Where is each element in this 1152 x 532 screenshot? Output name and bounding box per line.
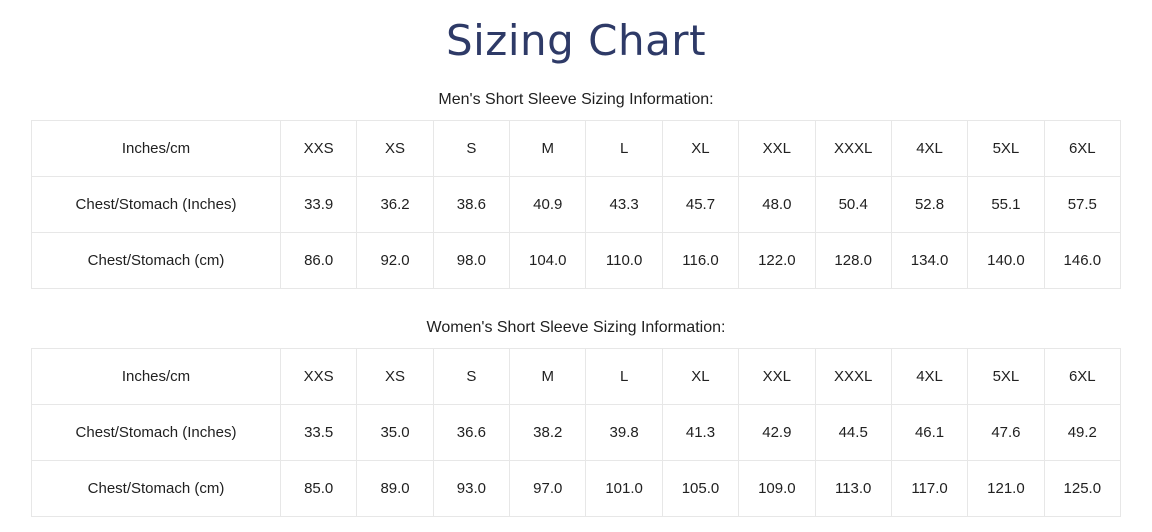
value-cell: 47.6 bbox=[967, 404, 1045, 461]
row-label-cell: Chest/Stomach (cm) bbox=[31, 232, 281, 289]
size-header-cell: 5XL bbox=[967, 120, 1045, 177]
value-cell: 49.2 bbox=[1043, 404, 1122, 461]
value-cell: 93.0 bbox=[432, 460, 511, 517]
units-header-cell: Inches/cm bbox=[31, 120, 281, 177]
value-cell: 116.0 bbox=[661, 232, 740, 289]
size-header-cell: M bbox=[509, 120, 587, 177]
value-cell: 140.0 bbox=[967, 232, 1045, 289]
value-cell: 57.5 bbox=[1043, 176, 1122, 233]
value-cell: 50.4 bbox=[814, 176, 892, 233]
size-header-cell: 4XL bbox=[890, 348, 969, 405]
value-cell: 98.0 bbox=[432, 232, 511, 289]
units-header-cell: Inches/cm bbox=[31, 348, 281, 405]
size-header-cell: XS bbox=[356, 120, 434, 177]
value-cell: 128.0 bbox=[814, 232, 892, 289]
value-cell: 101.0 bbox=[585, 460, 663, 517]
value-cell: 42.9 bbox=[738, 404, 816, 461]
value-cell: 117.0 bbox=[890, 460, 969, 517]
size-header-cell: 5XL bbox=[967, 348, 1045, 405]
womens-section-heading: Women's Short Sleeve Sizing Information: bbox=[426, 319, 726, 336]
value-cell: 41.3 bbox=[661, 404, 740, 461]
header-row: Inches/cm XXS XS S M L XL XXL XXXL 4XL 5XL 6XL bbox=[31, 348, 1122, 405]
value-cell: 48.0 bbox=[738, 176, 816, 233]
value-cell: 121.0 bbox=[967, 460, 1045, 517]
value-cell: 44.5 bbox=[814, 404, 892, 461]
value-cell: 110.0 bbox=[585, 232, 663, 289]
row-label-cell: Chest/Stomach (Inches) bbox=[31, 176, 281, 233]
womens-sizing-table: Inches/cm XXS XS S M L XL XXL XXXL 4XL 5XL 6XL Chest… bbox=[31, 348, 1122, 517]
size-header-cell: XL bbox=[661, 120, 740, 177]
size-header-cell: L bbox=[585, 348, 663, 405]
value-cell: 43.3 bbox=[585, 176, 663, 233]
mens-section-heading: Men's Short Sleeve Sizing Information: bbox=[438, 91, 714, 108]
value-cell: 46.1 bbox=[890, 404, 969, 461]
data-row: Chest/Stomach (Inches) 33.9 36.2 38.6 40.9 43… bbox=[31, 176, 1122, 233]
size-header-cell: XS bbox=[356, 348, 434, 405]
page-title: Sizing Chart bbox=[445, 16, 707, 65]
header-row: Inches/cm XXS XS S M L XL XXL XXXL 4XL 5XL 6XL bbox=[31, 120, 1122, 177]
value-cell: 85.0 bbox=[279, 460, 358, 517]
size-header-cell: XXXL bbox=[814, 348, 892, 405]
value-cell: 122.0 bbox=[738, 232, 816, 289]
size-header-cell: XL bbox=[661, 348, 740, 405]
value-cell: 86.0 bbox=[279, 232, 358, 289]
size-header-cell: XXS bbox=[279, 348, 358, 405]
value-cell: 39.8 bbox=[585, 404, 663, 461]
value-cell: 36.2 bbox=[356, 176, 434, 233]
mens-sizing-table: Inches/cm XXS XS S M L XL XXL XXXL 4XL 5XL 6XL Chest… bbox=[31, 120, 1122, 289]
size-header-cell: L bbox=[585, 120, 663, 177]
value-cell: 45.7 bbox=[661, 176, 740, 233]
value-cell: 134.0 bbox=[890, 232, 969, 289]
value-cell: 38.6 bbox=[432, 176, 511, 233]
size-header-cell: S bbox=[432, 348, 511, 405]
size-header-cell: 4XL bbox=[890, 120, 969, 177]
value-cell: 125.0 bbox=[1043, 460, 1122, 517]
mens-sizing-section: Men's Short Sleeve Sizing Information: I… bbox=[0, 91, 1152, 289]
value-cell: 92.0 bbox=[356, 232, 434, 289]
size-header-cell: XXXL bbox=[814, 120, 892, 177]
value-cell: 38.2 bbox=[509, 404, 587, 461]
value-cell: 105.0 bbox=[661, 460, 740, 517]
size-header-cell: 6XL bbox=[1043, 348, 1122, 405]
value-cell: 113.0 bbox=[814, 460, 892, 517]
value-cell: 97.0 bbox=[509, 460, 587, 517]
size-header-cell: XXS bbox=[279, 120, 358, 177]
size-header-cell: XXL bbox=[738, 348, 816, 405]
womens-sizing-section: Women's Short Sleeve Sizing Information:… bbox=[0, 319, 1152, 517]
row-label-cell: Chest/Stomach (Inches) bbox=[31, 404, 281, 461]
value-cell: 35.0 bbox=[356, 404, 434, 461]
value-cell: 33.5 bbox=[279, 404, 358, 461]
value-cell: 146.0 bbox=[1043, 232, 1122, 289]
data-row: Chest/Stomach (cm) 86.0 92.0 98.0 104.0 110.0… bbox=[31, 232, 1122, 289]
value-cell: 33.9 bbox=[279, 176, 358, 233]
value-cell: 40.9 bbox=[509, 176, 587, 233]
value-cell: 104.0 bbox=[509, 232, 587, 289]
value-cell: 109.0 bbox=[738, 460, 816, 517]
sizing-chart-page: Sizing Chart Men's Short Sleeve Sizing I… bbox=[0, 16, 1152, 517]
row-label-cell: Chest/Stomach (cm) bbox=[31, 460, 281, 517]
size-header-cell: 6XL bbox=[1043, 120, 1122, 177]
data-row: Chest/Stomach (cm) 85.0 89.0 93.0 97.0 101.0 1… bbox=[31, 460, 1122, 517]
value-cell: 89.0 bbox=[356, 460, 434, 517]
data-row: Chest/Stomach (Inches) 33.5 35.0 36.6 38.2 39… bbox=[31, 404, 1122, 461]
value-cell: 55.1 bbox=[967, 176, 1045, 233]
value-cell: 36.6 bbox=[432, 404, 511, 461]
size-header-cell: XXL bbox=[738, 120, 816, 177]
value-cell: 52.8 bbox=[890, 176, 969, 233]
size-header-cell: M bbox=[509, 348, 587, 405]
size-header-cell: S bbox=[432, 120, 511, 177]
